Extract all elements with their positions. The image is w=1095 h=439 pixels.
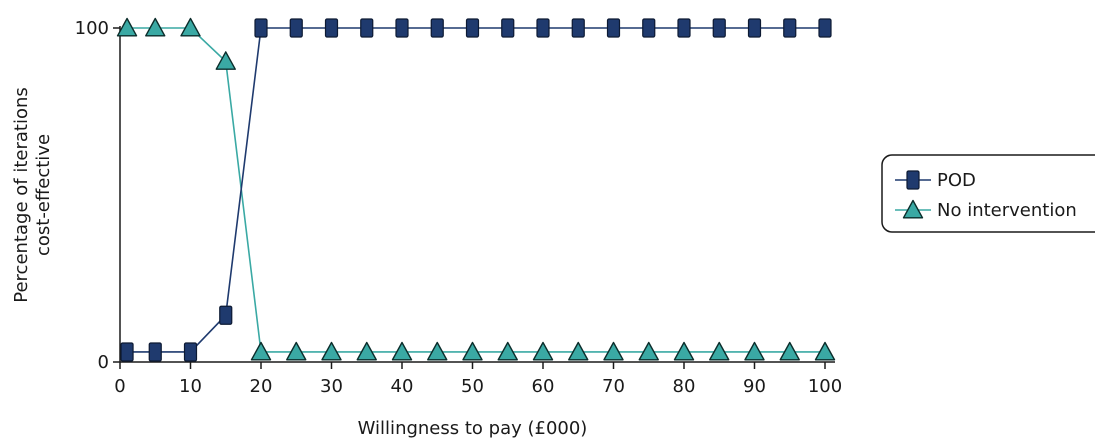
data-point-no-intervention	[357, 342, 376, 359]
series-line	[127, 28, 825, 352]
y-tick-label: 100	[75, 18, 109, 39]
data-point-pod	[643, 19, 655, 37]
data-point-no-intervention	[463, 342, 482, 359]
data-point-pod	[255, 19, 267, 37]
data-point-no-intervention	[675, 342, 694, 359]
legend-no-intervention-label: No intervention	[937, 200, 1077, 221]
data-point-pod	[749, 19, 761, 37]
data-point-no-intervention	[710, 342, 729, 359]
axes: 0 10 20 30 40 50 60 70 80 90 100 0 100	[75, 18, 843, 397]
series-line	[127, 28, 825, 352]
data-point-pod	[784, 19, 796, 37]
y-tick-label: 0	[98, 352, 109, 373]
data-point-pod	[431, 19, 443, 37]
x-tick-label: 100	[808, 376, 842, 397]
data-point-pod	[537, 19, 549, 37]
x-tick-label: 80	[673, 376, 696, 397]
x-tick-label: 50	[461, 376, 484, 397]
data-point-pod	[467, 19, 479, 37]
data-point-pod	[326, 19, 338, 37]
x-tick-label: 90	[743, 376, 766, 397]
data-point-no-intervention	[534, 342, 553, 359]
data-point-no-intervention	[498, 342, 517, 359]
data-point-pod	[608, 19, 620, 37]
legend-pod-label: POD	[937, 170, 976, 191]
data-point-no-intervention	[816, 342, 835, 359]
data-point-no-intervention	[322, 342, 341, 359]
data-point-pod	[819, 19, 831, 37]
data-point-no-intervention	[428, 342, 447, 359]
data-point-no-intervention	[181, 19, 200, 36]
x-ticks: 0 10 20 30 40 50 60 70 80 90 100	[114, 362, 842, 397]
data-point-pod	[713, 19, 725, 37]
x-tick-label: 0	[114, 376, 125, 397]
y-axis-title: Percentage of iterations cost-effective	[11, 87, 54, 302]
x-tick-label: 20	[250, 376, 273, 397]
y-axis-title-line-2: cost-effective	[33, 134, 54, 256]
data-point-no-intervention	[745, 342, 764, 359]
legend: POD No intervention	[882, 155, 1095, 232]
data-point-pod	[121, 343, 133, 361]
data-point-no-intervention	[569, 342, 588, 359]
x-axis-title: Willingness to pay (£000)	[358, 418, 588, 439]
data-point-pod	[220, 306, 232, 324]
data-point-pod	[290, 19, 302, 37]
data-point-pod	[678, 19, 690, 37]
data-point-pod	[396, 19, 408, 37]
data-point-pod	[185, 343, 197, 361]
x-tick-label: 70	[602, 376, 625, 397]
series-layer	[118, 19, 835, 361]
x-tick-label: 10	[179, 376, 202, 397]
data-point-no-intervention	[287, 342, 306, 359]
data-point-pod	[361, 19, 373, 37]
legend-pod-marker	[907, 171, 919, 189]
data-point-pod	[502, 19, 514, 37]
x-tick-label: 60	[532, 376, 555, 397]
data-point-no-intervention	[252, 342, 271, 359]
data-point-no-intervention	[639, 342, 658, 359]
y-ticks: 0 100	[75, 18, 120, 373]
x-tick-label: 30	[320, 376, 343, 397]
data-point-no-intervention	[393, 342, 412, 359]
data-point-no-intervention	[146, 19, 165, 36]
data-point-no-intervention	[604, 342, 623, 359]
data-point-pod	[572, 19, 584, 37]
data-point-no-intervention	[780, 342, 799, 359]
x-tick-label: 40	[391, 376, 414, 397]
data-point-pod	[149, 343, 161, 361]
y-axis-title-line-1: Percentage of iterations	[11, 87, 32, 302]
